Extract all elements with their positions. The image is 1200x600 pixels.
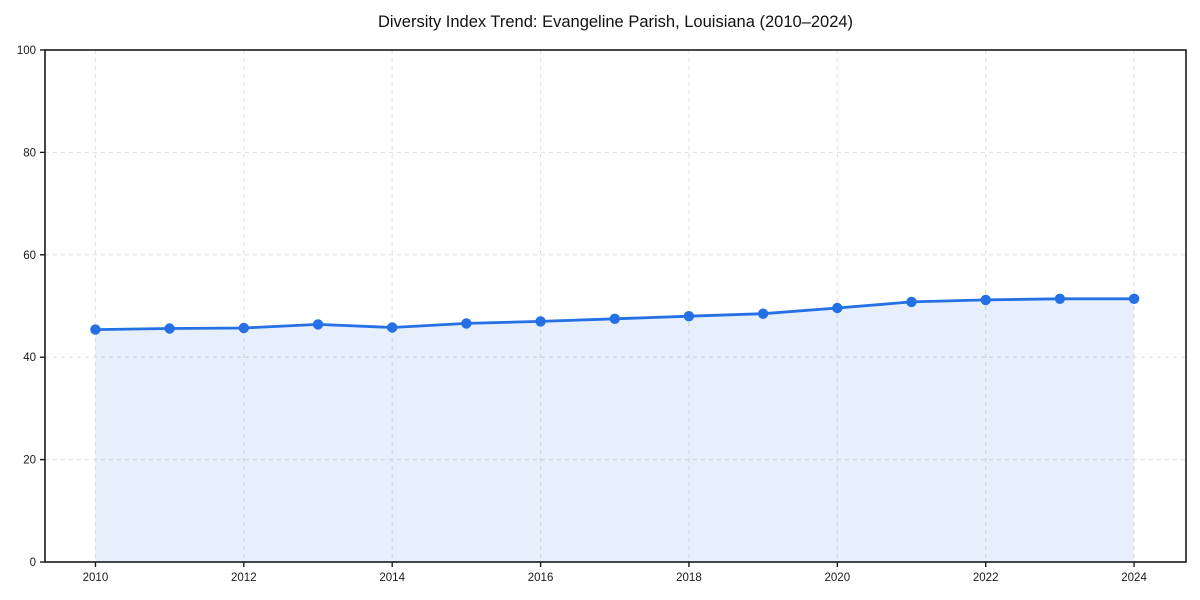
chart-title: Diversity Index Trend: Evangeline Parish… [377,13,854,31]
data-point-2018 [683,311,695,322]
area-fill [95,298,1135,562]
x-tick-label: 2016 [528,572,554,584]
data-point-2010 [90,324,101,335]
data-point-2012 [238,322,249,334]
data-point-2023 [1054,293,1066,304]
x-tick-label: 2014 [379,572,405,584]
data-point-2013 [312,319,324,330]
data-point-2015 [461,318,472,329]
y-tick-label: 40 [23,352,36,364]
x-tick-label: 2024 [1121,572,1147,584]
data-point-2021 [906,296,917,308]
data-point-2016 [535,316,546,327]
data-point-2024 [1128,293,1140,304]
x-tick-label: 2020 [825,572,851,584]
y-tick-label: 0 [30,557,36,569]
x-tick-label: 2012 [231,572,257,584]
x-tick-label: 2018 [676,572,702,584]
x-tick-label: 2010 [83,572,109,584]
y-tick-label: 20 [23,455,36,467]
data-point-2019 [757,308,769,319]
data-point-2020 [832,302,843,314]
plot-border [44,49,1187,563]
data-point-2011 [164,323,175,334]
y-tick-label: 100 [17,45,36,57]
x-tick-label: 2022 [973,572,999,584]
data-point-2017 [609,313,620,324]
data-point-2014 [387,322,398,333]
y-tick-label: 60 [23,250,36,262]
y-tick-label: 80 [23,147,36,159]
data-point-2022 [980,294,991,306]
